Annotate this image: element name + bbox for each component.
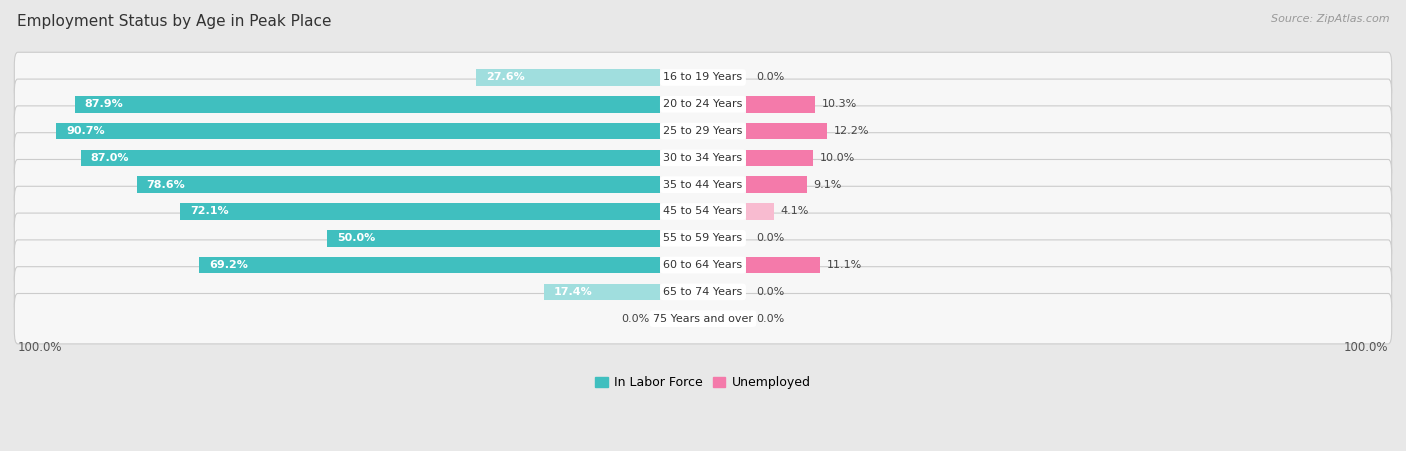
Text: 75 Years and over: 75 Years and over [652, 314, 754, 324]
Bar [136, 176, 659, 193]
Text: 72.1%: 72.1% [190, 207, 229, 216]
Text: 55 to 59 Years: 55 to 59 Years [664, 233, 742, 243]
FancyBboxPatch shape [14, 133, 1392, 183]
Bar [200, 257, 659, 273]
Text: 12.2%: 12.2% [834, 126, 869, 136]
Text: 50.0%: 50.0% [337, 233, 375, 243]
Bar [544, 284, 659, 300]
Text: 45 to 54 Years: 45 to 54 Years [664, 207, 742, 216]
FancyBboxPatch shape [14, 213, 1392, 263]
Text: 9.1%: 9.1% [814, 179, 842, 190]
Text: 65 to 74 Years: 65 to 74 Years [664, 287, 742, 297]
Text: Employment Status by Age in Peak Place: Employment Status by Age in Peak Place [17, 14, 332, 28]
FancyBboxPatch shape [14, 294, 1392, 344]
Bar [328, 230, 659, 247]
Text: 0.0%: 0.0% [756, 73, 785, 83]
Bar [82, 150, 659, 166]
Bar [747, 176, 807, 193]
Text: 69.2%: 69.2% [209, 260, 247, 270]
Text: 100.0%: 100.0% [1344, 341, 1388, 354]
Text: 90.7%: 90.7% [66, 126, 105, 136]
Text: 100.0%: 100.0% [18, 341, 62, 354]
Bar [75, 96, 659, 113]
FancyBboxPatch shape [14, 240, 1392, 290]
FancyBboxPatch shape [14, 267, 1392, 317]
Legend: In Labor Force, Unemployed: In Labor Force, Unemployed [591, 372, 815, 395]
Text: 20 to 24 Years: 20 to 24 Years [664, 99, 742, 109]
Text: 27.6%: 27.6% [486, 73, 524, 83]
Bar [747, 96, 815, 113]
Text: 30 to 34 Years: 30 to 34 Years [664, 153, 742, 163]
Bar [747, 123, 827, 139]
Text: 17.4%: 17.4% [554, 287, 593, 297]
Bar [747, 150, 813, 166]
Bar [56, 123, 659, 139]
Bar [747, 257, 820, 273]
Text: 0.0%: 0.0% [621, 314, 650, 324]
FancyBboxPatch shape [14, 186, 1392, 237]
Text: 10.3%: 10.3% [821, 99, 856, 109]
Text: 0.0%: 0.0% [756, 233, 785, 243]
Text: 0.0%: 0.0% [756, 287, 785, 297]
Bar [747, 203, 773, 220]
Text: Source: ZipAtlas.com: Source: ZipAtlas.com [1271, 14, 1389, 23]
Text: 87.0%: 87.0% [91, 153, 129, 163]
FancyBboxPatch shape [14, 160, 1392, 210]
Text: 78.6%: 78.6% [146, 179, 186, 190]
Text: 4.1%: 4.1% [780, 207, 808, 216]
FancyBboxPatch shape [14, 52, 1392, 103]
Text: 87.9%: 87.9% [84, 99, 124, 109]
Text: 0.0%: 0.0% [756, 314, 785, 324]
Text: 60 to 64 Years: 60 to 64 Years [664, 260, 742, 270]
FancyBboxPatch shape [14, 79, 1392, 129]
Bar [477, 69, 659, 86]
Text: 16 to 19 Years: 16 to 19 Years [664, 73, 742, 83]
Text: 25 to 29 Years: 25 to 29 Years [664, 126, 742, 136]
FancyBboxPatch shape [14, 106, 1392, 156]
Text: 10.0%: 10.0% [820, 153, 855, 163]
Text: 35 to 44 Years: 35 to 44 Years [664, 179, 742, 190]
Text: 11.1%: 11.1% [827, 260, 862, 270]
Bar [180, 203, 659, 220]
